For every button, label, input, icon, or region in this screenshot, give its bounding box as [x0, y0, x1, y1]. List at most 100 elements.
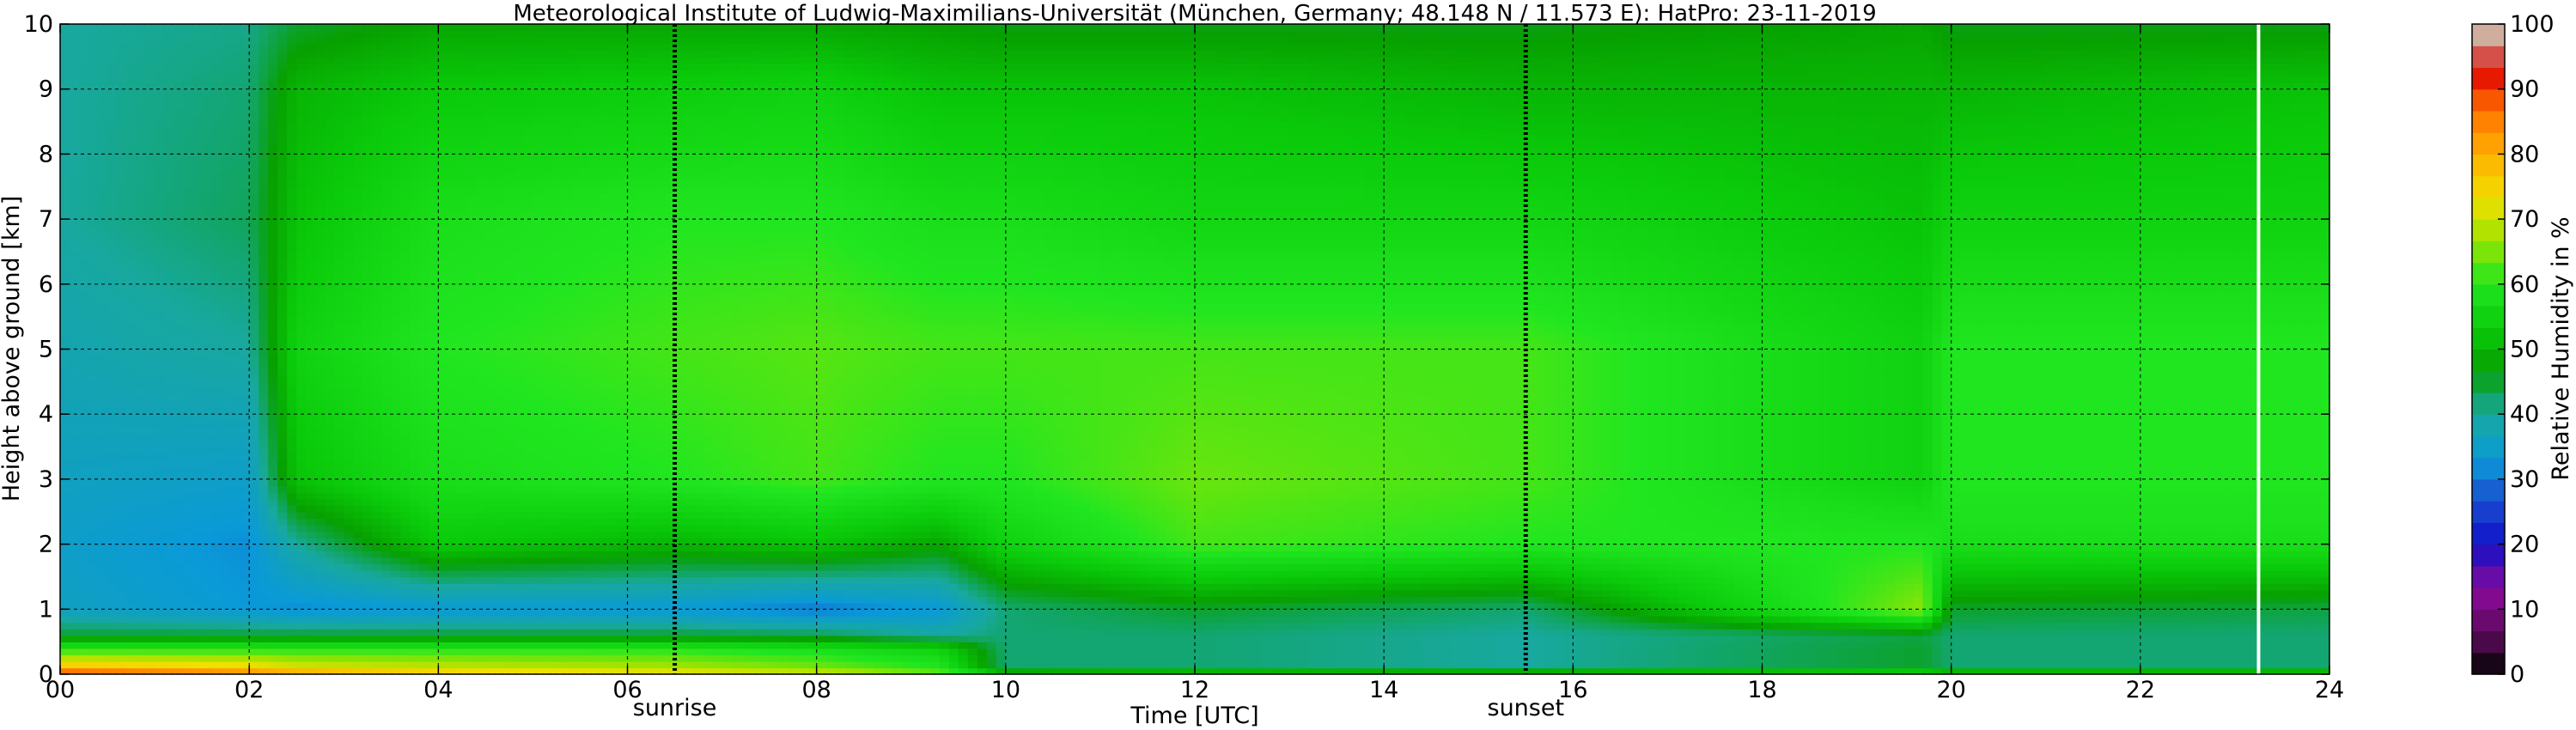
heatmap-cell — [410, 114, 421, 123]
heatmap-cell — [268, 465, 278, 474]
heatmap-cell — [344, 583, 355, 591]
heatmap-cell — [107, 37, 118, 45]
heatmap-cell — [306, 265, 317, 272]
heatmap-cell — [448, 478, 459, 487]
heatmap-cell — [277, 192, 288, 201]
heatmap-cell — [277, 95, 288, 103]
heatmap-cell — [381, 394, 393, 402]
heatmap-cell — [107, 277, 118, 285]
heatmap-cell — [429, 394, 440, 402]
heatmap-cell — [438, 232, 449, 240]
heatmap-cell — [391, 290, 402, 298]
heatmap-cell — [457, 160, 468, 168]
heatmap-cell — [504, 576, 515, 584]
heatmap-cell — [98, 368, 108, 376]
heatmap-cell — [495, 108, 506, 116]
heatmap-cell — [485, 251, 496, 259]
heatmap-cell — [98, 238, 108, 246]
heatmap-cell — [457, 296, 468, 305]
heatmap-cell — [98, 356, 108, 363]
heatmap-cell — [107, 114, 118, 123]
heatmap-cell — [117, 245, 127, 252]
heatmap-cell — [391, 238, 402, 246]
heatmap-cell — [362, 63, 374, 70]
heatmap-cell — [391, 576, 402, 584]
heatmap-cell — [98, 407, 108, 415]
heatmap-cell — [325, 381, 336, 389]
heatmap-cell — [296, 69, 308, 77]
heatmap-cell — [476, 485, 487, 493]
heatmap-cell — [70, 303, 80, 311]
heatmap-cell — [98, 387, 108, 396]
heatmap-cell — [192, 225, 203, 234]
heatmap-cell — [391, 615, 402, 624]
heatmap-cell — [107, 134, 118, 143]
heatmap-cell — [457, 420, 468, 429]
heatmap-cell — [240, 518, 250, 526]
heatmap-cell — [126, 459, 137, 467]
heatmap-cell — [504, 290, 515, 298]
heatmap-cell — [136, 485, 146, 493]
heatmap-cell — [145, 323, 155, 331]
heatmap-cell — [183, 362, 193, 370]
heatmap-cell — [126, 427, 137, 435]
heatmap-cell — [287, 225, 298, 234]
heatmap-cell — [221, 498, 231, 506]
heatmap-cell — [476, 76, 487, 83]
heatmap-cell — [126, 447, 137, 454]
heatmap-cell — [400, 635, 411, 642]
heatmap-cell — [457, 459, 468, 467]
heatmap-cell — [485, 622, 496, 630]
heatmap-cell — [306, 401, 317, 409]
heatmap-cell — [98, 225, 108, 234]
heatmap-cell — [476, 447, 487, 454]
heatmap-cell — [70, 602, 80, 611]
heatmap-cell — [174, 648, 184, 656]
heatmap-cell — [249, 128, 259, 136]
heatmap-cell — [192, 654, 203, 662]
heatmap-cell — [410, 121, 421, 129]
heatmap-cell — [221, 465, 231, 474]
heatmap-cell — [306, 374, 317, 383]
heatmap-cell — [98, 648, 108, 656]
heatmap-cell — [259, 414, 269, 422]
heatmap-cell — [60, 648, 70, 656]
heatmap-cell — [155, 459, 165, 467]
heatmap-cell — [60, 589, 70, 597]
heatmap-cell — [476, 63, 487, 70]
heatmap-cell — [438, 596, 449, 604]
heatmap-cell — [240, 173, 250, 181]
heatmap-cell — [88, 414, 99, 422]
heatmap-cell — [334, 283, 345, 292]
heatmap-cell — [155, 420, 165, 429]
heatmap-cell — [155, 121, 165, 129]
heatmap-cell — [495, 648, 506, 656]
heatmap-cell — [325, 629, 336, 636]
heatmap-cell — [277, 583, 288, 591]
heatmap-cell — [249, 258, 259, 265]
heatmap-cell — [362, 557, 374, 565]
heatmap-cell — [466, 265, 478, 272]
heatmap-cell — [325, 478, 336, 487]
heatmap-cell — [240, 154, 250, 161]
heatmap-cell — [466, 24, 478, 32]
heatmap-cell — [79, 336, 89, 344]
heatmap-cell — [457, 251, 468, 259]
heatmap-cell — [362, 414, 374, 422]
heatmap-cell — [202, 50, 212, 58]
heatmap-cell — [372, 173, 383, 181]
heatmap-cell — [79, 447, 89, 454]
heatmap-cell — [155, 30, 165, 38]
heatmap-cell — [202, 660, 212, 669]
heatmap-cell — [249, 290, 259, 298]
heatmap-cell — [202, 296, 212, 305]
heatmap-cell — [362, 37, 374, 45]
heatmap-cell — [145, 56, 155, 64]
heatmap-cell — [306, 134, 317, 143]
heatmap-cell — [495, 316, 506, 325]
heatmap-cell — [448, 447, 459, 454]
heatmap-cell — [174, 485, 184, 493]
heatmap-cell — [362, 374, 374, 383]
heatmap-cell — [325, 238, 336, 246]
heatmap-cell — [88, 609, 99, 617]
